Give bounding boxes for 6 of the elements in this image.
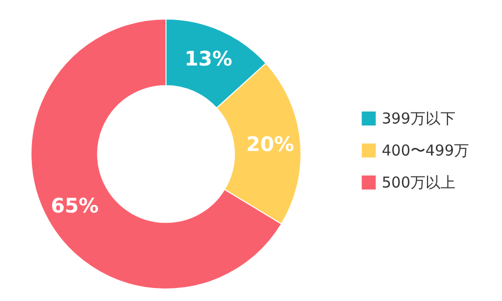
data-label: 13% <box>184 46 232 70</box>
legend-label: 500万以上 <box>382 174 456 192</box>
legend-label: 400〜499万 <box>382 142 470 160</box>
data-label: 65% <box>50 193 99 218</box>
data-label: 20% <box>246 132 294 156</box>
legend-label: 399万以下 <box>382 110 456 128</box>
